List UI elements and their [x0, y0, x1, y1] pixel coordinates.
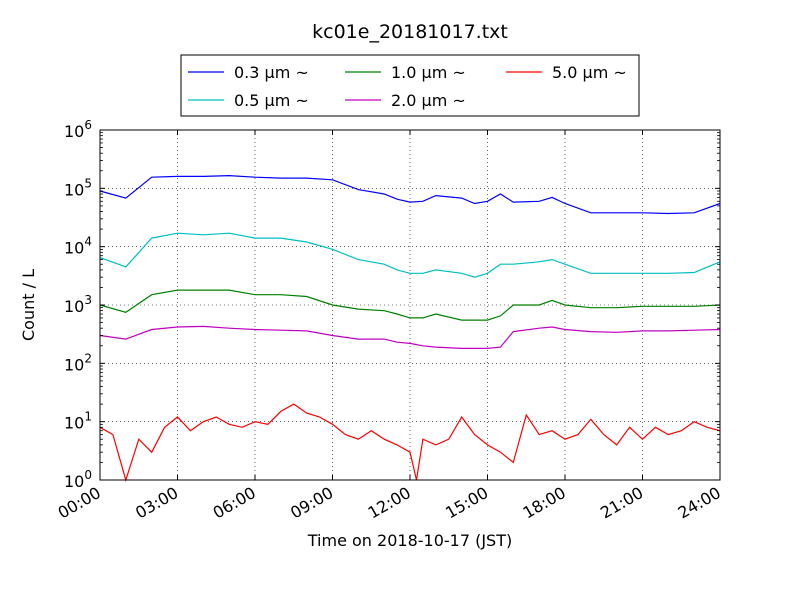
series-line-1 — [99, 232, 721, 278]
chart-title: kc01e_20181017.txt — [312, 21, 508, 43]
x-axis: 00:00 03:00 06:00 09:00 12:00 15:00 18:00 21:00… — [55, 130, 724, 523]
y-tick-label: 103 — [64, 293, 92, 316]
y-tick-label: 100 — [64, 468, 92, 491]
series-line-4 — [99, 403, 721, 483]
y-tick-label: 101 — [64, 410, 92, 433]
series-lines — [99, 174, 721, 483]
legend-label-2: 1.0 μm ~ — [391, 63, 466, 82]
series-line-2 — [99, 289, 721, 321]
legend-label-4: 5.0 μm ~ — [552, 63, 627, 82]
x-axis-label: Time on 2018-10-17 (JST) — [307, 531, 512, 550]
y-axis: 100 101 102 103 104 105 106 — [64, 118, 720, 491]
grid — [100, 130, 720, 480]
y-tick-label: 106 — [64, 118, 92, 141]
x-tick-label: 18:00 — [520, 483, 569, 523]
x-tick-label: 21:00 — [597, 483, 646, 523]
legend: 0.3 μm ~ 0.5 μm ~ 1.0 μm ~ 2.0 μm ~ 5.0 μm ~ — [180, 54, 640, 117]
y-tick-label: 102 — [64, 351, 92, 374]
x-tick-label: 15:00 — [442, 483, 491, 523]
legend-box — [180, 54, 640, 117]
x-tick-label: 03:00 — [132, 483, 181, 523]
x-tick-label: 06:00 — [210, 483, 259, 523]
x-tick-label: 12:00 — [365, 483, 414, 523]
series-line-0 — [99, 174, 721, 215]
y-tick-label: 105 — [64, 176, 92, 199]
legend-label-1: 0.5 μm ~ — [234, 91, 309, 110]
legend-label-0: 0.3 μm ~ — [234, 63, 309, 82]
x-tick-label: 24:00 — [675, 483, 724, 523]
series-line-3 — [99, 325, 721, 349]
x-tick-label: 09:00 — [287, 483, 336, 523]
y-tick-label: 104 — [64, 235, 92, 258]
legend-label-3: 2.0 μm ~ — [391, 91, 466, 110]
y-axis-label: Count / L — [19, 269, 38, 341]
